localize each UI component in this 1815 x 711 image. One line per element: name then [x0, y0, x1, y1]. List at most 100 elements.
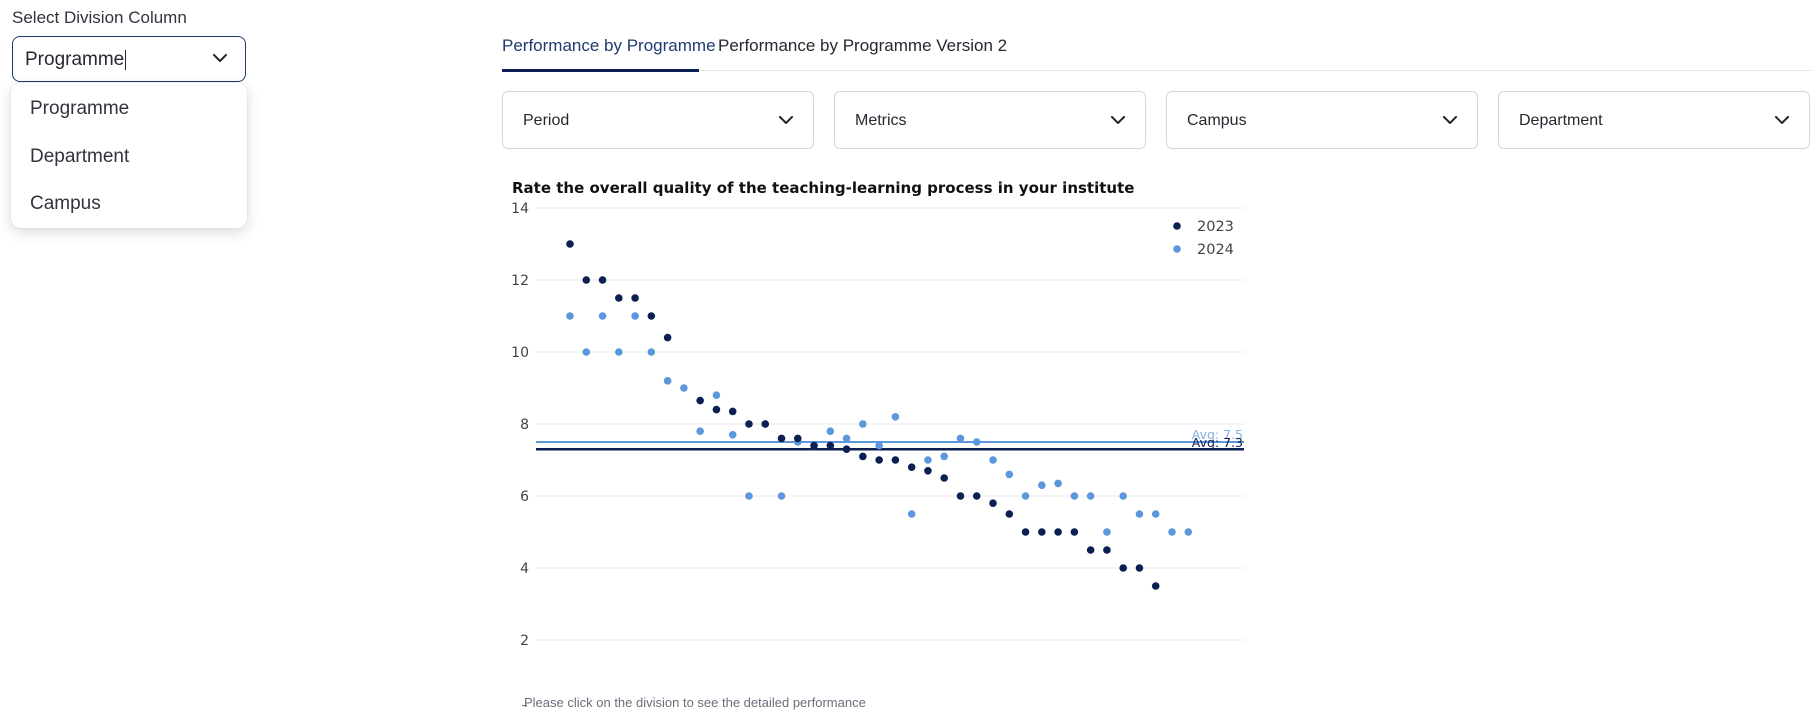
data-point — [1151, 510, 1160, 518]
data-point — [777, 492, 786, 500]
data-point — [615, 294, 623, 302]
data-point — [924, 467, 932, 475]
legend-marker — [1173, 245, 1181, 253]
data-point — [566, 312, 574, 320]
data-point — [1184, 528, 1193, 536]
y-tick-label: 8 — [520, 417, 529, 433]
data-point — [956, 434, 965, 443]
data-point — [940, 474, 949, 482]
data-point — [972, 438, 981, 446]
data-point — [1054, 528, 1062, 536]
period-filter-label: Period — [523, 112, 570, 129]
campus-filter-label: Campus — [1187, 112, 1247, 129]
active-tab-indicator — [502, 69, 699, 72]
data-point — [924, 456, 932, 464]
text-cursor — [125, 49, 127, 70]
data-point — [875, 441, 883, 450]
data-point — [1135, 564, 1144, 572]
data-point — [842, 434, 851, 443]
data-point — [745, 420, 753, 428]
data-point — [875, 456, 883, 464]
data-point — [1021, 492, 1030, 500]
data-point — [1103, 528, 1111, 536]
data-point — [1038, 481, 1046, 490]
data-point — [940, 452, 949, 461]
y-tick-label: 6 — [520, 489, 529, 505]
legend-label: 2023 — [1197, 219, 1234, 235]
data-point — [793, 434, 802, 443]
data-point — [712, 405, 721, 414]
data-point — [1119, 492, 1127, 500]
dropdown-option-campus[interactable]: Campus — [30, 193, 101, 214]
period-filter[interactable]: Period — [502, 91, 814, 149]
data-point — [1005, 470, 1014, 479]
data-point — [859, 452, 867, 461]
data-point — [598, 276, 607, 284]
data-point — [761, 420, 770, 428]
data-point — [777, 434, 786, 443]
data-point — [907, 463, 916, 472]
metrics-filter-label: Metrics — [855, 112, 907, 129]
department-filter[interactable]: Department — [1498, 91, 1810, 149]
data-point — [810, 441, 818, 450]
tab-bar-divider — [502, 70, 1812, 71]
y-tick-label: 14 — [511, 201, 529, 217]
chevron-down-icon[interactable] — [779, 116, 793, 124]
y-tick-label: 4 — [520, 561, 529, 577]
data-point — [1151, 582, 1160, 590]
legend-label: 2024 — [1197, 242, 1234, 258]
average-label: Avg: 7.5 — [1192, 427, 1243, 442]
chevron-down-icon[interactable] — [1443, 116, 1457, 124]
department-filter-label: Department — [1519, 112, 1603, 129]
division-select-value[interactable]: Programme — [25, 49, 127, 70]
average-label: Avg: 7.3 — [1192, 435, 1243, 450]
data-point — [1135, 510, 1144, 518]
data-point — [989, 456, 997, 464]
division-select-label: Select Division Column — [12, 8, 187, 27]
chart-title: Rate the overall quality of the teaching… — [512, 179, 1135, 197]
y-tick-label: 10 — [511, 345, 529, 361]
data-point — [1005, 510, 1014, 518]
data-point — [663, 377, 672, 385]
y-tick-label: 2 — [520, 633, 529, 649]
data-point — [647, 312, 656, 320]
tab-performance-by-programme[interactable]: Performance by Programme — [502, 36, 716, 55]
data-point — [842, 445, 851, 454]
data-point — [615, 348, 623, 356]
data-point — [956, 492, 965, 500]
data-point — [859, 420, 867, 428]
campus-filter[interactable]: Campus — [1166, 91, 1478, 149]
data-point — [1070, 528, 1079, 536]
data-point — [696, 396, 704, 405]
metrics-filter[interactable]: Metrics — [834, 91, 1146, 149]
division-select[interactable]: Programme — [12, 36, 246, 82]
chevron-down-icon[interactable] — [213, 54, 227, 62]
tab-performance-by-programme-v2[interactable]: Performance by Programme Version 2 — [718, 36, 1008, 55]
data-point — [826, 441, 835, 450]
data-point — [728, 431, 737, 439]
dropdown-option-department[interactable]: Department — [30, 146, 130, 167]
data-point — [989, 499, 997, 508]
data-point — [598, 312, 607, 320]
data-point — [1119, 564, 1127, 572]
footnote-marker — [522, 705, 527, 706]
dropdown-option-programme[interactable]: Programme — [30, 98, 130, 119]
data-point — [728, 407, 737, 416]
data-point — [745, 492, 753, 500]
data-point — [907, 510, 916, 518]
chevron-down-icon[interactable] — [1775, 116, 1789, 124]
chevron-down-icon[interactable] — [1111, 116, 1125, 124]
chart-footnote: Please click on the division to see the … — [524, 695, 866, 710]
data-point — [1086, 546, 1095, 554]
data-point — [826, 427, 835, 436]
data-point — [1103, 546, 1111, 554]
data-point — [1086, 492, 1095, 500]
data-point — [680, 384, 688, 392]
data-point — [647, 348, 656, 356]
data-point — [696, 427, 704, 436]
y-tick-label: 12 — [511, 273, 529, 289]
data-point — [582, 348, 591, 356]
data-point — [712, 391, 721, 400]
data-point — [972, 492, 981, 500]
